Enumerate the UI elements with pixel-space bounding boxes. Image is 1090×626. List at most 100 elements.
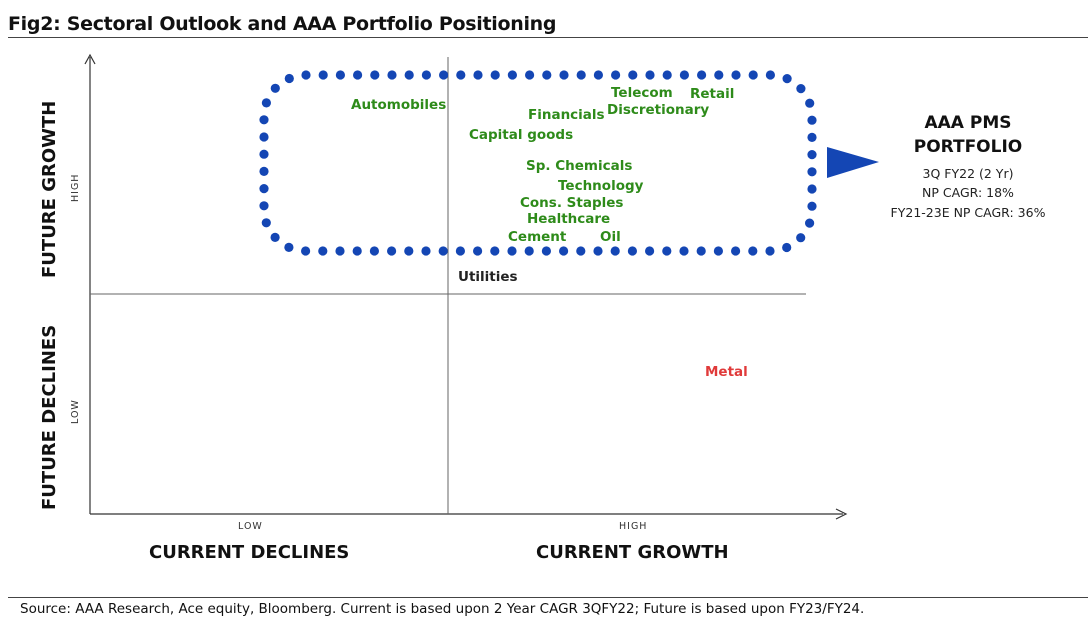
outline-dot — [270, 232, 280, 242]
sector-cement: Cement — [508, 229, 567, 245]
outline-dot — [261, 218, 271, 228]
outline-dot — [765, 246, 775, 256]
outline-dot — [714, 70, 724, 80]
outline-dot — [662, 70, 672, 80]
sector-healthcare: Healthcare — [527, 211, 610, 227]
title-divider — [8, 37, 1088, 38]
outline-dot — [628, 70, 638, 80]
outline-dot — [259, 115, 269, 125]
outline-dot — [807, 167, 817, 177]
outline-dot — [473, 70, 483, 80]
x-axis-arrow — [835, 508, 848, 520]
outline-dot — [559, 70, 569, 80]
outline-dot — [284, 73, 294, 84]
outline-dot — [645, 70, 655, 80]
outline-dot — [697, 70, 707, 80]
outline-dot — [679, 246, 689, 256]
outline-dot — [456, 70, 466, 80]
outline-dot — [748, 246, 758, 256]
outline-dot — [627, 246, 638, 256]
sector-telecom: Telecom — [611, 85, 673, 101]
outline-dot — [421, 70, 431, 80]
outline-dot — [524, 246, 534, 256]
portfolio-dotted-outline — [259, 70, 817, 256]
y-axis-arrow — [84, 53, 96, 65]
x-level-low: LOW — [238, 521, 263, 532]
outline-dot — [301, 70, 311, 80]
outline-dot — [611, 70, 621, 80]
outline-dot — [610, 246, 620, 256]
outline-dot — [807, 201, 817, 211]
outline-dot — [559, 246, 569, 256]
outline-dot — [369, 246, 379, 256]
outline-dot — [525, 70, 535, 80]
outline-dot — [439, 70, 449, 80]
outline-dot — [270, 83, 280, 93]
source-divider — [8, 597, 1088, 598]
outline-dot — [731, 246, 741, 256]
sector-retail: Retail — [690, 86, 734, 102]
portfolio-title-line2: PORTFOLIO — [914, 137, 1023, 157]
portfolio-title-line1: AAA PMS — [924, 113, 1011, 133]
outline-dot — [335, 70, 345, 80]
outline-dot — [490, 246, 500, 256]
sector-metal: Metal — [705, 364, 748, 380]
outline-dot — [713, 246, 724, 256]
sector-technology: Technology — [558, 178, 644, 194]
outline-dot — [576, 70, 586, 80]
outline-dot — [353, 70, 363, 80]
sector-capital-goods: Capital goods — [469, 127, 573, 143]
x-label-current-growth: CURRENT GROWTH — [536, 542, 729, 563]
portfolio-arrow-marker — [827, 147, 879, 178]
outline-dot — [259, 149, 269, 159]
portfolio-np-cagr: NP CAGR: 18% — [922, 185, 1014, 200]
sector-cons-staples: Cons. Staples — [520, 195, 623, 211]
outline-dot — [473, 246, 483, 256]
outline-dot — [782, 242, 792, 253]
sector-utilities: Utilities — [458, 269, 518, 285]
outline-dot — [421, 246, 431, 256]
sector-sp-chemicals: Sp. Chemicals — [526, 158, 632, 174]
portfolio-period: 3Q FY22 (2 Yr) — [923, 166, 1014, 181]
outline-dot — [387, 246, 397, 256]
y-label-future-declines: FUTURE DECLINES — [39, 325, 60, 510]
outline-dot — [507, 246, 517, 256]
outline-dot — [805, 98, 815, 108]
outline-dot — [507, 70, 517, 80]
outline-dot — [318, 70, 328, 80]
outline-dot — [404, 70, 414, 80]
y-label-future-growth: FUTURE GROWTH — [39, 101, 60, 278]
outline-dot — [261, 98, 271, 108]
outline-dot — [490, 70, 500, 80]
outline-dot — [807, 132, 817, 142]
source-note: Source: AAA Research, Ace equity, Bloomb… — [20, 601, 865, 617]
outline-dot — [259, 166, 269, 176]
outline-dot — [807, 150, 817, 160]
sector-automobiles: Automobiles — [351, 97, 446, 113]
outline-dot — [438, 246, 448, 256]
y-level-high: HIGH — [70, 174, 81, 202]
outline-dot — [352, 246, 362, 256]
outline-dot — [807, 115, 817, 125]
outline-dot — [370, 70, 380, 80]
outline-dot — [404, 246, 414, 256]
outline-dot — [807, 184, 817, 194]
outline-dot — [541, 246, 552, 256]
outline-dot — [748, 70, 758, 80]
outline-dot — [765, 70, 776, 80]
outline-dot — [259, 184, 269, 194]
outline-dot — [662, 246, 672, 256]
outline-dot — [576, 246, 586, 256]
outline-dot — [593, 70, 604, 80]
outline-dot — [259, 201, 269, 211]
outline-dot — [679, 70, 690, 80]
outline-dot — [542, 70, 552, 80]
outline-dot — [731, 70, 741, 80]
sector-discretionary: Discretionary — [607, 102, 709, 118]
outline-dot — [259, 132, 269, 142]
figure-title: Fig2: Sectoral Outlook and AAA Portfolio… — [8, 13, 557, 35]
sector-financials: Financials — [528, 107, 605, 123]
outline-dot — [593, 246, 603, 256]
portfolio-fy-cagr: FY21-23E NP CAGR: 36% — [891, 205, 1046, 220]
outline-dot — [335, 246, 345, 256]
